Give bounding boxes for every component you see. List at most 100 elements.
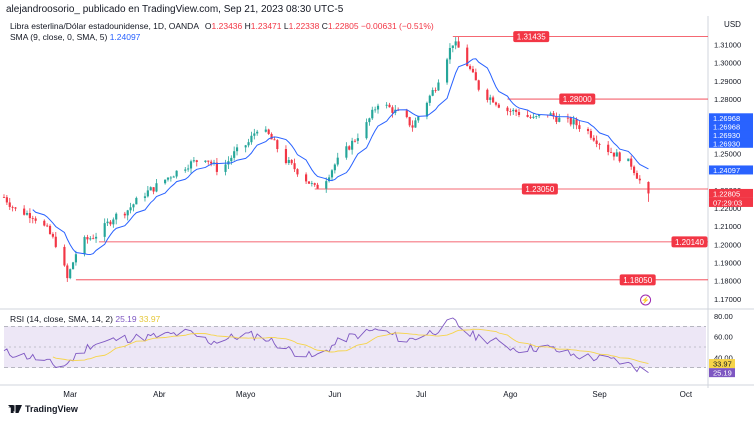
axis-price-tag	[709, 138, 753, 148]
candle-body	[83, 237, 86, 255]
candle-body	[310, 183, 313, 184]
candle-body	[345, 146, 348, 158]
candle-body	[276, 140, 279, 150]
rsi-ma-value: 33.97	[139, 314, 161, 324]
rsi-value-tag-label: 25.19	[713, 369, 732, 378]
level-tag	[521, 183, 558, 195]
candle-body	[615, 152, 618, 157]
candle-body	[28, 213, 31, 219]
candle-body	[515, 109, 518, 113]
candle-body	[552, 113, 555, 117]
axis-price-tag	[709, 113, 753, 123]
rsi-value-tag-label: 33.97	[713, 360, 732, 369]
candle-body	[448, 47, 452, 60]
high-label: H	[244, 21, 251, 31]
candle-body	[307, 181, 311, 184]
candle-body	[492, 97, 495, 103]
candle-body	[391, 107, 394, 113]
candle-body	[195, 160, 198, 162]
candle-body	[2, 197, 6, 198]
candle-body	[526, 114, 529, 117]
candle-body	[11, 206, 14, 208]
candle-body	[549, 113, 552, 116]
candle-body	[638, 178, 641, 181]
candle-body	[414, 120, 417, 128]
price-tick-label: 1.29000	[714, 77, 741, 86]
rsi-value: 25.19	[115, 314, 137, 324]
low-value: 1.22338	[288, 21, 320, 31]
level-tag	[513, 31, 550, 43]
candle-body	[25, 213, 29, 215]
high-value: 1.23471	[250, 21, 282, 31]
rsi-line	[3, 317, 649, 374]
candle-body	[89, 238, 92, 240]
candle-body	[149, 187, 152, 191]
candle-body	[290, 160, 293, 164]
time-tick-label: Jun	[328, 390, 341, 399]
candle-body	[192, 160, 195, 162]
candle-body	[48, 225, 52, 235]
axis-price-tag-label: 1.22805	[713, 189, 740, 198]
price-tick-label: 1.19000	[714, 259, 741, 268]
candle-body	[316, 184, 319, 189]
candle-body	[466, 47, 469, 67]
low-label: L	[283, 21, 289, 31]
level-tag	[619, 274, 656, 286]
candle-body	[627, 158, 630, 162]
candle-body	[489, 97, 492, 100]
candle-body	[143, 196, 147, 198]
candle-body	[494, 102, 498, 105]
level-tag	[559, 93, 596, 105]
candle-body	[336, 157, 339, 165]
change-value: −0.00631 (−0.51%)	[360, 21, 434, 31]
candle-body	[8, 202, 11, 207]
candle-body	[23, 208, 26, 215]
candle-body	[328, 177, 331, 182]
candle-body	[63, 246, 66, 266]
tradingview-logo-text: TradingView	[25, 404, 78, 414]
candle-body	[264, 129, 267, 132]
axis-price-tag-label: 1.26930	[713, 139, 740, 148]
price-tick-label: 1.22000	[714, 204, 741, 213]
axis-price-tag-label: 1.26930	[713, 131, 740, 140]
candle-body	[333, 164, 336, 171]
candle-body	[598, 143, 601, 145]
level-tag-label: 1.20140	[675, 238, 704, 247]
candle-body	[71, 262, 75, 270]
candle-body	[34, 218, 37, 221]
rsi-label: RSI (14, close, SMA, 14, 2)	[10, 314, 113, 324]
time-tick-label: Ago	[503, 390, 518, 399]
candle-body	[126, 210, 129, 216]
axis-price-tag-label: 1.24097	[713, 166, 740, 175]
tradingview-logo-icon	[8, 405, 22, 413]
tradingview-logo[interactable]: TradingView	[8, 404, 78, 414]
open-value: 1.23436	[211, 21, 243, 31]
candle-body	[578, 125, 581, 129]
sma-line: SMA (9, close, 0, SMA, 5) 1.24097	[10, 32, 434, 43]
rsi-tick-label: 40.00	[714, 353, 733, 362]
candle-body	[31, 218, 34, 219]
candle-body	[434, 90, 437, 91]
candle-body	[256, 131, 259, 134]
candle-body	[146, 190, 149, 197]
candle-body	[348, 146, 351, 150]
candle-body	[94, 236, 98, 239]
candle-body	[233, 151, 236, 158]
event-icon	[640, 294, 652, 306]
candle-body	[230, 157, 233, 162]
time-tick-label: Mar	[63, 390, 77, 399]
candle-body	[313, 183, 316, 185]
close-label: C	[321, 21, 328, 31]
candle-body	[164, 179, 167, 184]
price-tick-label: 1.20000	[714, 240, 741, 249]
candle-body	[187, 168, 190, 170]
candle-body	[635, 173, 639, 179]
candle-body	[405, 110, 408, 118]
candle-body	[586, 128, 590, 132]
candle-body	[189, 161, 193, 169]
candle-body	[69, 269, 72, 279]
price-tick-label: 1.31000	[714, 41, 741, 50]
candle-body	[607, 144, 610, 153]
level-tag-label: 1.18050	[623, 276, 652, 285]
